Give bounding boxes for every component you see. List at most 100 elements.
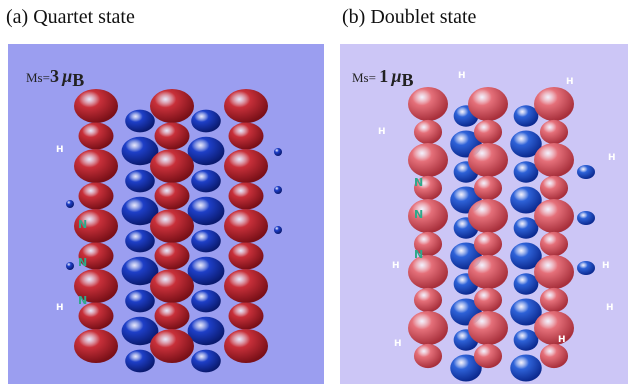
hydrogen-atom-label: H — [392, 261, 400, 271]
spin-lobe — [577, 165, 595, 179]
spin-lobe — [224, 329, 268, 363]
hydrogen-atom-label: H — [394, 339, 402, 349]
spin-lobe — [510, 354, 542, 382]
spin-lobe — [539, 343, 569, 369]
spin-lobe — [154, 122, 190, 150]
spin-lobe — [121, 136, 159, 166]
spin-lobe — [408, 199, 448, 233]
spin-lobe — [510, 242, 542, 270]
nitrogen-atom-label: N — [78, 218, 87, 231]
spin-lobe-small — [274, 226, 282, 234]
spin-lobe — [154, 302, 190, 330]
spin-lobe — [577, 261, 595, 275]
spin-lobe — [468, 199, 508, 233]
panel-a-caption: (a) Quartet state — [6, 6, 135, 28]
spin-lobe — [468, 255, 508, 289]
spin-lobe-small — [274, 148, 282, 156]
hydrogen-atom-label: H — [566, 77, 574, 87]
spin-lobe — [510, 130, 542, 158]
nitrogen-atom-label: N — [78, 294, 87, 307]
spin-lobe — [191, 289, 221, 313]
hydrogen-atom-label: H — [606, 303, 614, 313]
spin-lobe — [473, 231, 503, 257]
panel-b-caption: (b) Doublet state — [342, 6, 477, 28]
nitrogen-atom-label: N — [414, 176, 423, 189]
spin-lobe — [78, 302, 114, 330]
hydrogen-atom-label: H — [608, 153, 616, 163]
spin-lobe — [228, 122, 264, 150]
hydrogen-atom-label: H — [56, 303, 64, 313]
spin-lobe — [150, 329, 194, 363]
spin-lobe — [513, 105, 539, 127]
spin-lobe — [473, 343, 503, 369]
spin-lobe — [408, 143, 448, 177]
spin-lobe — [534, 87, 574, 121]
spin-lobe — [150, 209, 194, 243]
spin-lobe — [224, 89, 268, 123]
spin-lobe — [125, 289, 155, 313]
spin-lobe — [121, 316, 159, 346]
doublet-spin-density-render: N N N H H H H H H H H H — [378, 71, 616, 382]
nitrogen-atom-label: N — [78, 256, 87, 269]
nitrogen-atom-label: N — [414, 248, 423, 261]
spin-lobe — [510, 298, 542, 326]
spin-lobe — [413, 231, 443, 257]
spin-lobe — [539, 287, 569, 313]
spin-lobe — [224, 269, 268, 303]
spin-lobe — [473, 175, 503, 201]
spin-lobe — [577, 211, 595, 225]
spin-lobe — [74, 89, 118, 123]
spin-lobe — [125, 169, 155, 193]
spin-lobe — [534, 311, 574, 345]
spin-lobe — [513, 161, 539, 183]
spin-lobe — [150, 149, 194, 183]
spin-lobe — [191, 349, 221, 373]
spin-lobe — [121, 196, 159, 226]
spin-lobe-small — [66, 262, 74, 270]
spin-lobe — [224, 149, 268, 183]
spin-lobe — [154, 242, 190, 270]
spin-lobe — [150, 269, 194, 303]
spin-lobe — [78, 242, 114, 270]
spin-lobe — [468, 143, 508, 177]
spin-lobe — [228, 302, 264, 330]
spin-lobe — [450, 354, 482, 382]
spin-lobe — [125, 109, 155, 133]
spin-lobe — [224, 209, 268, 243]
spin-lobe — [74, 269, 118, 303]
spin-lobe — [408, 311, 448, 345]
spin-lobe — [534, 255, 574, 289]
spin-lobe — [150, 89, 194, 123]
spin-lobe — [187, 136, 225, 166]
spin-lobe — [539, 175, 569, 201]
spin-lobe — [413, 343, 443, 369]
hydrogen-atom-label: H — [378, 127, 386, 137]
nitrogen-atom-label: N — [414, 208, 423, 221]
panel-a-ms-label: Ms=3 μB — [26, 66, 85, 90]
spin-lobe — [473, 119, 503, 145]
spin-lobe-small — [274, 186, 282, 194]
spin-lobe-small — [66, 200, 74, 208]
quartet-spin-density-render: N N N H H — [56, 89, 282, 373]
spin-lobe — [534, 143, 574, 177]
hydrogen-atom-label: H — [558, 335, 566, 345]
spin-lobe — [191, 229, 221, 253]
spin-lobe — [125, 229, 155, 253]
spin-lobe — [74, 329, 118, 363]
spin-lobe — [513, 273, 539, 295]
panel-b-ms-label: Ms= 1 μB — [352, 66, 414, 90]
spin-lobe — [74, 209, 118, 243]
spin-lobe — [228, 242, 264, 270]
spin-lobe — [125, 349, 155, 373]
spin-lobe — [408, 87, 448, 121]
hydrogen-atom-label: H — [602, 261, 610, 271]
spin-lobe — [187, 256, 225, 286]
spin-lobe — [154, 182, 190, 210]
spin-lobe — [413, 119, 443, 145]
hydrogen-atom-label: H — [56, 145, 64, 155]
spin-lobe — [408, 255, 448, 289]
spin-lobe — [510, 186, 542, 214]
spin-lobe — [513, 329, 539, 351]
spin-lobe — [539, 231, 569, 257]
spin-lobe — [468, 87, 508, 121]
